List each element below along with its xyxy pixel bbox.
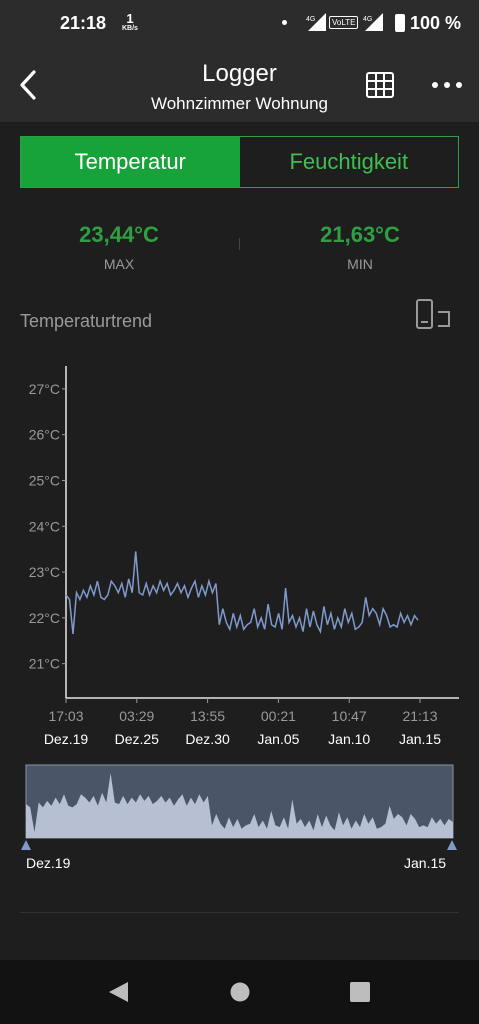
x-tick-time: 10:47 [332,708,367,724]
signal-2-icon: 4G [363,13,383,31]
y-tick-label: 27°C [29,381,60,397]
y-tick-label: 24°C [29,518,60,534]
rotate-screen-icon[interactable] [414,298,452,330]
section-divider [20,912,459,913]
system-nav-bar [0,960,479,1024]
x-tick-time: 21:13 [402,708,437,724]
back-triangle-icon[interactable] [106,980,130,1004]
status-time: 21:18 [60,13,107,33]
x-tick-date: Dez.30 [185,731,230,747]
tab-feuchtigkeit[interactable]: Feuchtigkeit [289,149,409,174]
notification-dot-icon [282,20,287,25]
navigator-left-handle[interactable] [21,840,31,850]
y-tick-label: 25°C [29,472,60,488]
signal-icon: 4G [306,13,326,31]
recents-square-icon[interactable] [348,980,372,1004]
temperature-series-line [65,551,419,635]
max-label: MAX [103,256,135,272]
min-value: 21,63°C [320,222,400,247]
x-tick-date: Dez.19 [44,731,89,747]
x-tick-time: 13:55 [190,708,225,724]
x-tick-time: 17:03 [48,708,83,724]
y-tick-label: 22°C [29,610,60,626]
navigator-right-handle[interactable] [447,840,457,850]
battery-icon [395,14,405,32]
navigator-end-label: Jan.15 [404,855,447,871]
max-stat: 23,44°C MAX [19,222,219,272]
network-speed-value: 1 [126,11,134,26]
status-bar: 21:18 1 KB/s 4G VoLTE 4G 100 % [0,0,479,48]
table-icon[interactable] [365,70,395,100]
navigator-start-label: Dez.19 [26,855,71,871]
network-speed-unit: KB/s [122,25,138,32]
y-tick-label: 21°C [29,656,60,672]
temperature-chart: 21°C 22°C 23°C 24°C 25°C 26°C 27°C 17:03 Dez.19… [29,366,459,747]
max-value: 23,44°C [79,222,159,247]
navigator-series-area [26,773,453,838]
home-circle-icon[interactable] [228,980,252,1004]
min-stat: 21,63°C MIN [260,222,460,272]
section-title: Temperaturtrend [20,311,153,331]
x-tick-date: Jan.10 [328,731,370,747]
min-label: MIN [347,256,373,272]
network-speed: 1 KB/s [122,12,138,32]
y-tick-label: 26°C [29,427,60,443]
x-tick-time: 00:21 [261,708,296,724]
more-options-icon[interactable] [430,70,464,100]
measure-tabs: Temperatur Feuchtigkeit [20,136,459,188]
range-navigator[interactable] [0,760,479,852]
x-tick-time: 03:29 [119,708,154,724]
app-bar: Logger Wohnzimmer Wohnung [0,48,479,122]
battery-percent: 100 % [410,13,462,33]
tab-temperatur[interactable]: Temperatur [21,137,240,187]
page-subtitle: Wohnzimmer Wohnung [150,94,328,113]
x-tick-date: Dez.25 [115,731,160,747]
x-tick-date: Jan.05 [257,731,299,747]
back-arrow-icon[interactable] [14,68,44,102]
x-tick-date: Jan.15 [399,731,441,747]
signal-1-label: 4G [306,16,315,23]
signal-2-label: 4G [363,16,372,23]
volte-badge: VoLTE [329,16,359,29]
stat-divider [239,238,240,250]
y-tick-label: 23°C [29,564,60,580]
page-title: Logger [202,60,277,87]
